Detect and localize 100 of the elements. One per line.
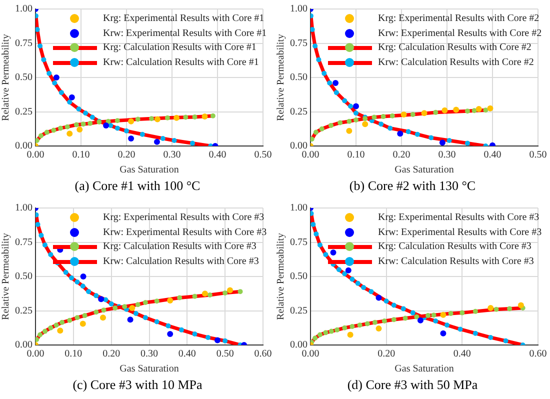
y-axis-title: Relative Permeability (276, 233, 287, 320)
point (391, 317, 396, 322)
point (192, 294, 198, 299)
point (74, 315, 80, 320)
point (464, 140, 470, 146)
point (431, 312, 436, 318)
x-tick-label: 0.20 (378, 348, 396, 360)
point (149, 116, 154, 122)
point (439, 140, 446, 146)
point (322, 70, 327, 76)
point (378, 122, 384, 127)
point (347, 332, 354, 338)
x-tick-label: 0.20 (118, 150, 136, 161)
point (58, 90, 64, 96)
point (319, 126, 324, 132)
point (448, 310, 454, 316)
point (426, 313, 431, 318)
point (122, 304, 128, 310)
legend-label: Krg: Calculation Results with Core #3 (378, 240, 532, 254)
point (41, 57, 46, 62)
point (453, 106, 460, 113)
legend-label: Krw: Calculation Results with Core #3 (103, 254, 259, 268)
point (458, 326, 463, 332)
point (192, 114, 198, 120)
x-tick-label: 0.00 (302, 150, 320, 161)
point (82, 313, 88, 318)
point (444, 322, 450, 328)
y-tick-label: 1.00 (15, 4, 32, 15)
point (54, 322, 59, 328)
point (353, 103, 359, 110)
point (53, 74, 60, 80)
point (108, 301, 114, 306)
point (464, 108, 470, 114)
point (323, 330, 328, 336)
point (48, 325, 54, 330)
point (334, 90, 339, 96)
point (372, 114, 377, 120)
point (518, 302, 524, 308)
x-tick-label: 0.40 (208, 150, 226, 161)
point (357, 322, 362, 328)
point (488, 334, 494, 340)
point (38, 232, 44, 238)
legend-label: Krw: Calculation Results with Core #1 (103, 56, 259, 70)
text: (d) Core #3 with 50 MPa (346, 377, 479, 393)
point (487, 105, 494, 112)
point (142, 315, 148, 320)
point (227, 287, 234, 294)
point (154, 298, 160, 304)
point (314, 232, 319, 237)
x-tick-label: 0.40 (453, 348, 471, 360)
point (372, 320, 378, 325)
x-tick-label: 0.00 (26, 150, 44, 161)
point (414, 132, 420, 137)
point (154, 138, 160, 145)
point (167, 331, 174, 338)
x-tick-label: 0.40 (178, 348, 196, 360)
y-tick-label: 1.00 (290, 4, 308, 15)
y-tick-label: 0.50 (290, 72, 308, 84)
point (90, 114, 95, 120)
legend-label: Krg: Experimental Results with Core #3 (103, 211, 264, 225)
point (362, 121, 368, 128)
point (98, 296, 104, 302)
point (167, 297, 174, 304)
point (428, 135, 434, 140)
point (183, 114, 188, 120)
point (44, 130, 50, 135)
point (127, 316, 134, 323)
point (410, 310, 416, 316)
point (400, 306, 406, 312)
point (406, 129, 411, 134)
legend-label: Krw: Calculation Results with Core #3 (378, 254, 534, 268)
point (350, 276, 355, 282)
point (310, 27, 315, 32)
point (36, 337, 40, 342)
point (80, 320, 86, 327)
point (160, 136, 166, 141)
point (46, 70, 52, 76)
point (355, 280, 360, 286)
x-tick-label: 0.30 (140, 348, 158, 360)
point (330, 250, 336, 256)
point (86, 289, 92, 294)
point (503, 338, 508, 344)
point (74, 279, 80, 284)
y-tick-label: 0.50 (15, 271, 32, 282)
x-tick-label: 0.60 (529, 348, 547, 360)
point (100, 314, 106, 321)
point (384, 298, 389, 304)
point (64, 124, 70, 130)
point (364, 321, 370, 326)
point (376, 294, 382, 301)
legend-label: Krw: Experimental Results with Core #1 (103, 26, 267, 40)
y-tick-label: 0.75 (15, 236, 32, 248)
point (94, 293, 99, 298)
point (342, 98, 348, 104)
point (483, 108, 488, 113)
x-tick-label: 0.50 (216, 348, 234, 360)
point (346, 128, 352, 134)
point (48, 252, 54, 258)
x-axis-title: Gas Saturation (120, 164, 179, 176)
x-axis-title: Gas Saturation (120, 364, 179, 375)
